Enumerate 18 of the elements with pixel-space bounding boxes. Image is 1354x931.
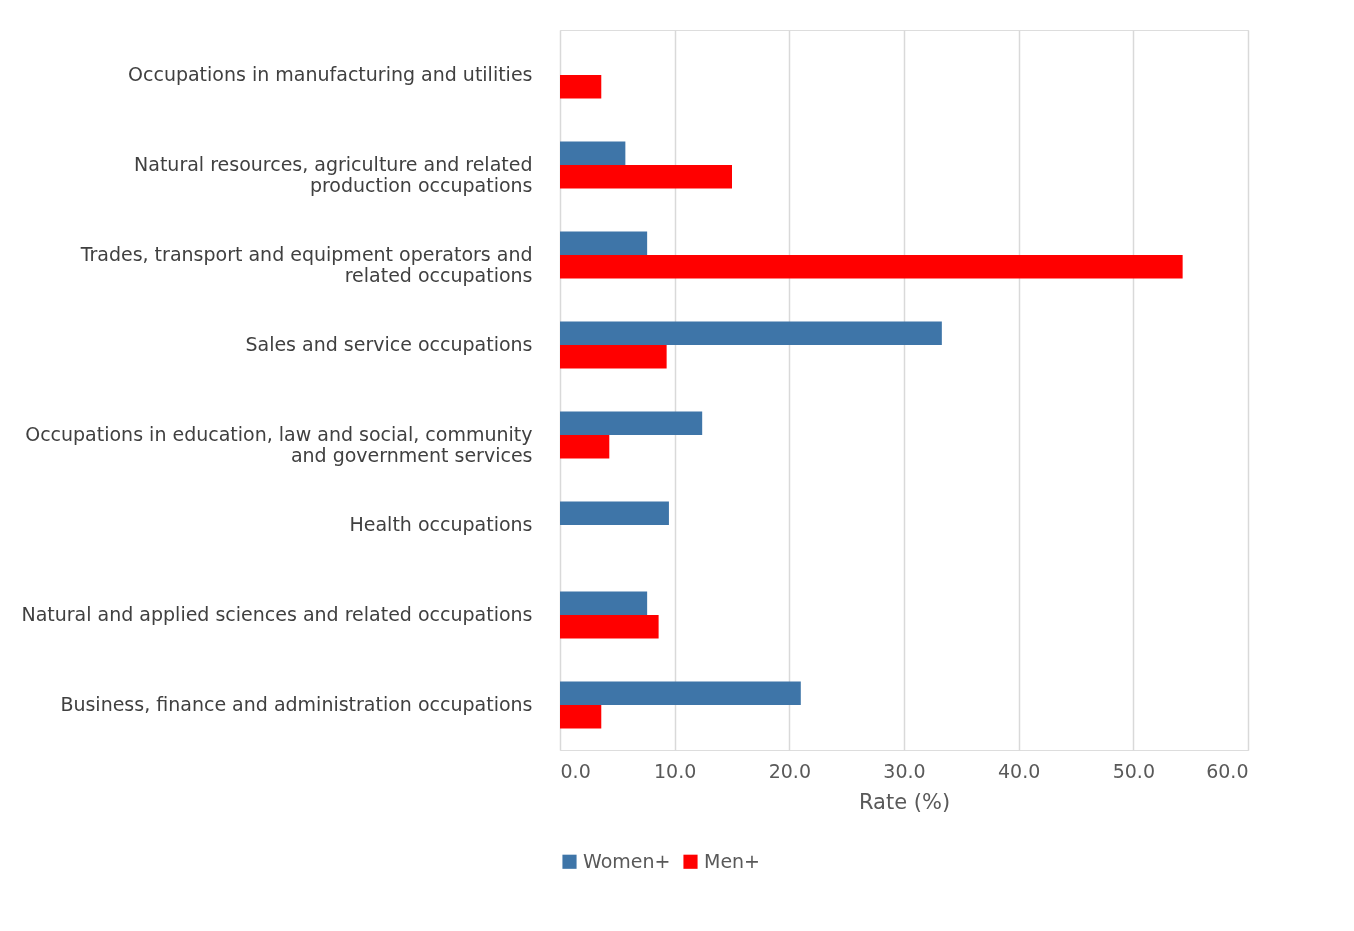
y-tick-label: Natural and applied sciences and related occupations — [21, 603, 533, 625]
x-tick-label: 50.0 — [1112, 759, 1155, 782]
y-tick-label: Occupations in education, law and social, community and government services — [25, 423, 533, 466]
y-tick-label: Trades, transport and equipment operators and related occupations — [79, 243, 533, 286]
x-tick-label: 10.0 — [654, 759, 697, 782]
y-tick-label: Business, finance and administration occupations — [60, 693, 533, 715]
x-tick-label: 60.0 — [1206, 759, 1249, 782]
x-tick-label: 0.0 — [560, 759, 591, 782]
x-axis-title: Rate (%) — [858, 789, 951, 814]
x-tick-label: 20.0 — [768, 759, 811, 782]
legend-label: Men+ — [704, 849, 761, 872]
y-tick-label: Occupations in manufacturing and utilities — [128, 63, 533, 85]
x-tick-label: 40.0 — [998, 759, 1041, 782]
y-tick-label: Sales and service occupations — [245, 333, 533, 355]
y-tick-label: Health occupations — [349, 513, 533, 535]
x-tick-label: 30.0 — [883, 759, 926, 782]
legend-label: Women+ — [583, 849, 671, 872]
y-tick-label: Natural resources, agriculture and related production occupations — [134, 153, 533, 196]
